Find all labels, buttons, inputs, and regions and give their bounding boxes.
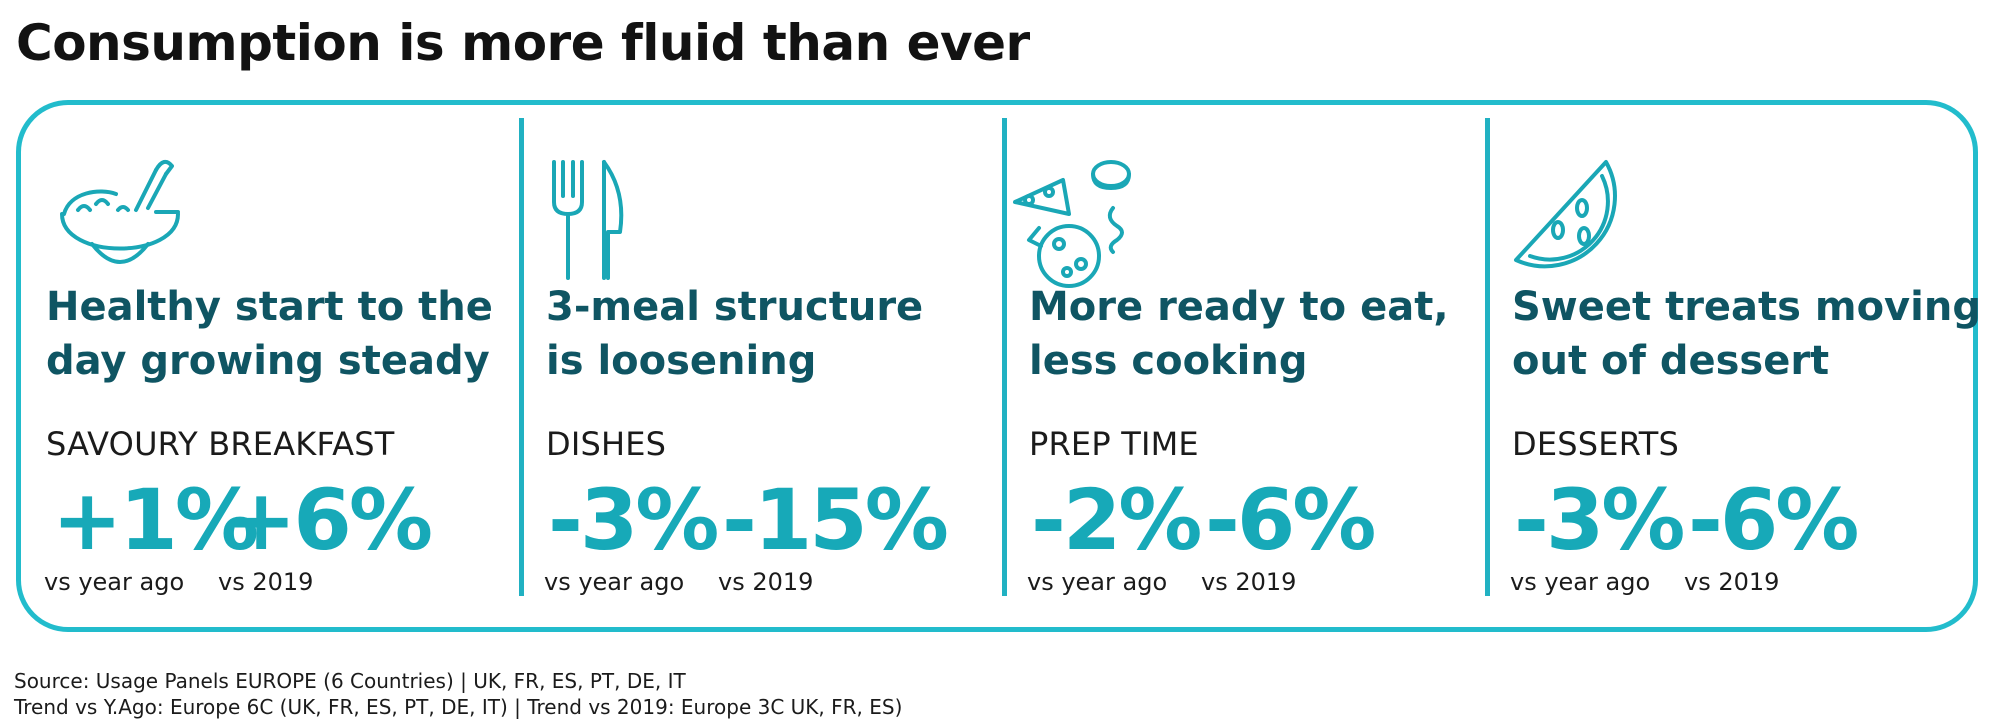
- metric-label: SAVOURY BREAKFAST: [46, 425, 395, 463]
- caption-vs-2019: vs 2019: [1684, 568, 1780, 596]
- value-vs-2019: -6%: [1688, 471, 1859, 569]
- caption-vs-year-ago: vs year ago: [1510, 568, 1651, 596]
- value-vs-2019: -6%: [1205, 471, 1376, 569]
- caption-vs-year-ago: vs year ago: [544, 568, 685, 596]
- caption-vs-year-ago: vs year ago: [44, 568, 185, 596]
- panel-savoury-breakfast: Healthy start to the day growing steady …: [16, 100, 501, 632]
- metric-label: PREP TIME: [1029, 425, 1199, 463]
- panel-desserts: Sweet treats moving out of dessert DESSE…: [1482, 100, 1981, 632]
- bowl-spoon-icon: [60, 159, 180, 264]
- panel-heading: Sweet treats moving out of dessert: [1512, 284, 1981, 384]
- metric-label: DISHES: [546, 425, 667, 463]
- watermelon-slice-icon: [1514, 160, 1617, 269]
- source-note: Source: Usage Panels EUROPE (6 Countries…: [14, 668, 902, 720]
- value-vs-2019: -15%: [722, 471, 949, 569]
- panel-heading: Healthy start to the day growing steady: [46, 284, 493, 384]
- panel-dishes: 3-meal structure is loosening DISHES -3%…: [516, 100, 1001, 632]
- value-vs-year-ago: -3%: [548, 471, 719, 569]
- value-vs-year-ago: -3%: [1514, 471, 1685, 569]
- caption-vs-2019: vs 2019: [718, 568, 814, 596]
- value-vs-year-ago: +1%: [52, 471, 259, 569]
- caption-vs-2019: vs 2019: [218, 568, 314, 596]
- fork-knife-icon: [552, 160, 624, 280]
- divider: [1485, 118, 1490, 596]
- divider: [1002, 118, 1007, 596]
- source-line: Trend vs Y.Ago: Europe 6C (UK, FR, ES, P…: [14, 695, 903, 719]
- caption-vs-2019: vs 2019: [1201, 568, 1297, 596]
- metric-label: DESSERTS: [1512, 425, 1680, 463]
- content-frame: [16, 100, 1978, 632]
- divider: [519, 118, 524, 596]
- value-vs-2019: +6%: [226, 471, 433, 569]
- source-line: Source: Usage Panels EUROPE (6 Countries…: [14, 669, 686, 693]
- caption-vs-year-ago: vs year ago: [1027, 568, 1168, 596]
- page-title: Consumption is more fluid than ever: [16, 14, 1030, 72]
- panel-heading: 3-meal structure is loosening: [546, 284, 924, 384]
- value-vs-year-ago: -2%: [1031, 471, 1202, 569]
- panel-heading: More ready to eat, less cooking: [1029, 284, 1449, 384]
- snacks-icon: [1013, 160, 1131, 288]
- panel-prep-time: More ready to eat, less cooking PREP TIM…: [999, 100, 1484, 632]
